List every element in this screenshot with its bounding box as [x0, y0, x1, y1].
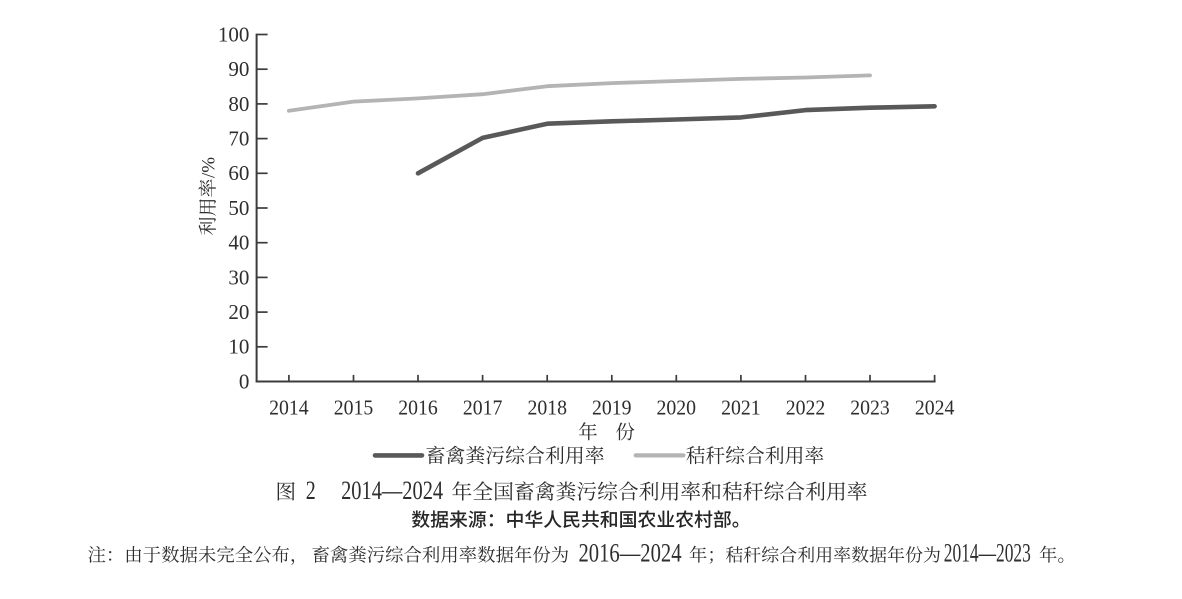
svg-text:80: 80 [228, 92, 249, 116]
svg-text:2014: 2014 [269, 395, 309, 419]
svg-text:90: 90 [228, 57, 249, 81]
svg-text:2017: 2017 [463, 395, 503, 419]
svg-text:2014—2024: 2014—2024 [341, 476, 443, 505]
svg-text:2018: 2018 [527, 395, 567, 419]
svg-text:2021: 2021 [721, 395, 761, 419]
svg-text:2016—2024: 2016—2024 [579, 537, 682, 567]
svg-text:50: 50 [228, 196, 249, 220]
svg-text:100: 100 [218, 22, 250, 46]
svg-text:2014—2023: 2014—2023 [944, 537, 1031, 567]
svg-text:2015: 2015 [334, 395, 374, 419]
svg-text:/%: /% [199, 157, 220, 178]
svg-text:20: 20 [228, 300, 249, 324]
svg-text:40: 40 [228, 231, 249, 255]
svg-text:10: 10 [228, 335, 249, 359]
svg-text:30: 30 [228, 265, 249, 289]
svg-text:2016: 2016 [398, 395, 438, 419]
svg-text:2019: 2019 [592, 395, 632, 419]
svg-text:2: 2 [306, 476, 316, 505]
svg-text:0: 0 [239, 369, 250, 393]
svg-text:2024: 2024 [915, 395, 955, 419]
svg-text:60: 60 [228, 161, 249, 185]
svg-text:2022: 2022 [786, 395, 826, 419]
svg-text:2023: 2023 [850, 395, 890, 419]
svg-text:70: 70 [228, 127, 249, 151]
svg-text:2020: 2020 [657, 395, 697, 419]
